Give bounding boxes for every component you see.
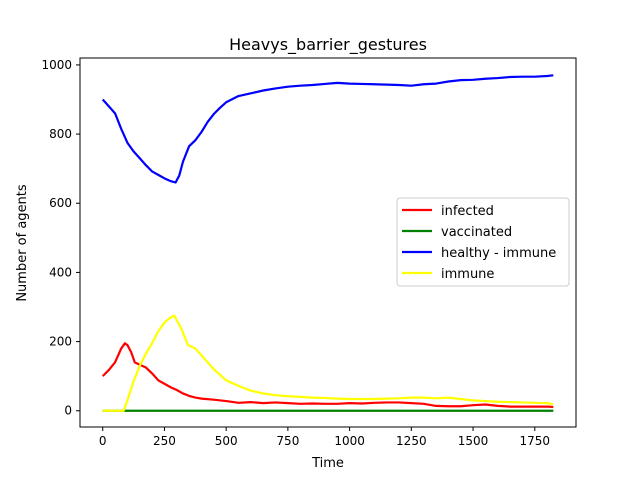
plot-frame bbox=[79, 57, 577, 428]
x-tick-label: 500 bbox=[215, 434, 238, 448]
y-tick-label: 200 bbox=[49, 335, 72, 349]
x-tick-label: 1500 bbox=[458, 434, 489, 448]
series-line-2 bbox=[101, 74, 554, 184]
legend-label-3: immune bbox=[441, 267, 494, 282]
x-tick-label: 1250 bbox=[396, 434, 427, 448]
x-tick-label: 750 bbox=[276, 434, 299, 448]
series-line-0 bbox=[101, 342, 554, 409]
y-tick-label: 800 bbox=[49, 127, 72, 141]
legend-label-1: vaccinated bbox=[441, 225, 512, 240]
y-tick-label: 400 bbox=[49, 265, 72, 279]
legend-frame bbox=[396, 197, 570, 287]
x-tick-label: 250 bbox=[153, 434, 176, 448]
y-axis-ticks: 0 200 400 600 800 1000 bbox=[41, 58, 80, 418]
plot-area bbox=[79, 57, 577, 428]
x-tick-label: 1750 bbox=[519, 434, 550, 448]
legend-label-2: healthy - immune bbox=[441, 246, 556, 261]
series-line-3 bbox=[102, 314, 554, 412]
x-tick-label: 0 bbox=[99, 434, 107, 448]
y-tick-label: 600 bbox=[49, 196, 72, 210]
y-tick-label: 1000 bbox=[41, 58, 72, 72]
x-tick-label: 1000 bbox=[334, 434, 365, 448]
legend: infected vaccinated healthy - immune immune bbox=[396, 197, 570, 287]
y-tick-label: 0 bbox=[64, 404, 72, 418]
series-layer bbox=[101, 74, 554, 412]
legend-label-0: infected bbox=[441, 204, 494, 219]
y-axis-label: Number of agents bbox=[15, 184, 30, 302]
chart-title: Heavys_barrier_gestures bbox=[229, 35, 427, 55]
x-axis-label: Time bbox=[311, 456, 344, 471]
x-axis-ticks: 0 250 500 750 1000 1250 1500 1750 bbox=[99, 427, 550, 448]
